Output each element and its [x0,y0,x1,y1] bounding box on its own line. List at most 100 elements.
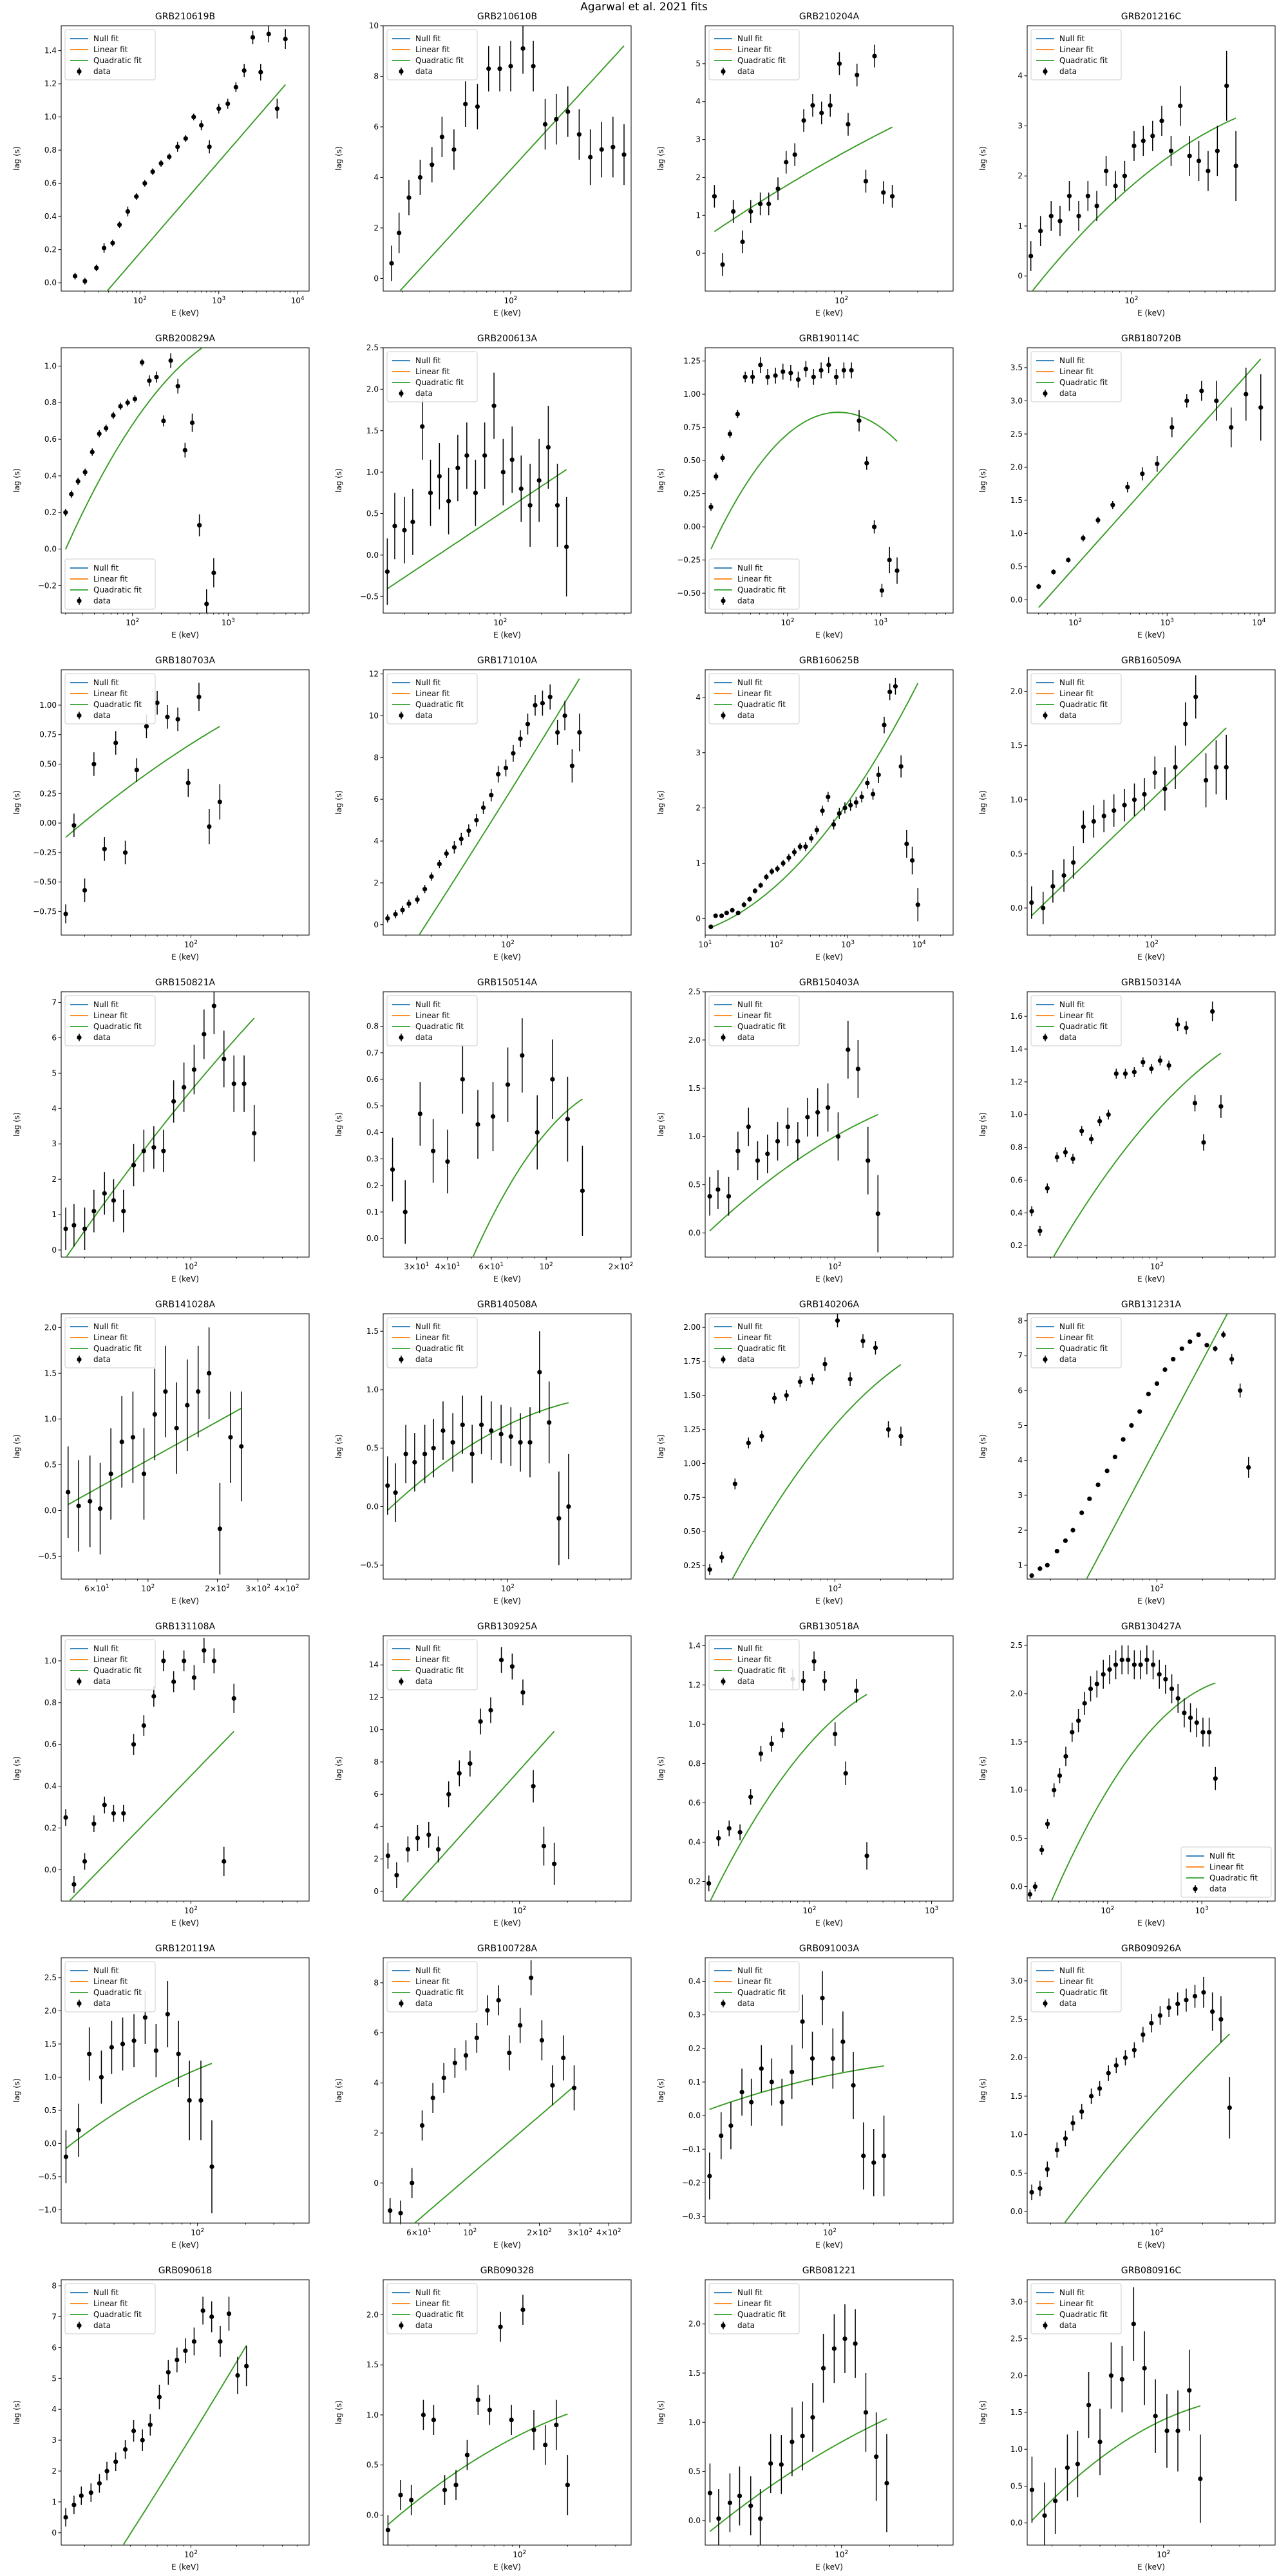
y-axis-label: lag (s) [12,146,21,171]
y-tick-label: 0.0 [366,2510,379,2519]
y-tick-label: 1.00 [683,1459,701,1468]
legend-label: Quadratic fit [415,378,464,387]
x-tick-label: 102 [1150,1584,1164,1593]
y-tick-label: 1.0 [1010,529,1023,538]
data-point [393,911,398,917]
axes-frame [383,991,632,1258]
chart-title: GRB100728A [477,1944,538,1954]
data-point [1224,83,1229,88]
y-tick-label: 1.0 [1010,2130,1023,2139]
y-tick-label: −0.75 [33,907,57,916]
quadratic-fit-line [418,678,580,935]
data-point [1162,1367,1168,1372]
data-point [431,1446,436,1451]
legend-label: Quadratic fit [93,1022,142,1031]
y-tick-label: 1 [1018,222,1023,231]
plot-area [1027,1645,1218,1901]
data-point [63,2515,68,2520]
y-tick-label: 1.5 [688,1084,701,1093]
data-point [1079,1510,1084,1515]
legend: Null fit Linear fit Quadratic fit data [64,29,156,80]
x-tick-label: 102 [501,1584,515,1593]
y-tick-label: 0.0 [44,545,57,554]
legend-label: Null fit [737,34,763,43]
chart-title: GRB090328 [480,2266,535,2276]
data-point [202,1032,207,1037]
axes-frame [61,347,310,614]
legend-swatch [721,1679,726,1684]
chart-panel: GRB130925A 102 0 2 4 6 8 10 12 14 E (keV) lag (s) Nu… [334,1622,632,1927]
x-tick-label: 102 [1150,1262,1164,1271]
data-point [71,823,77,828]
y-tick-label: 1.0 [1010,1786,1023,1795]
data-point [488,1707,493,1713]
data-point [1131,2322,1136,2327]
data-point [142,2015,148,2020]
data-point [1132,1662,1137,1667]
data-point [1175,1696,1180,1701]
data-point [233,84,238,90]
legend-label: Null fit [737,1966,763,1975]
data-point [1029,1209,1034,1214]
data-point [1054,1155,1059,1160]
y-tick-label: 0 [696,249,701,258]
data-point [196,694,202,699]
y-tick-label: 2.0 [1010,2053,1023,2062]
data-point [1137,1409,1142,1414]
data-point [810,2056,815,2061]
data-point [1113,2063,1119,2068]
data-point [719,1555,724,1560]
legend-swatch [77,2323,82,2328]
data-point [1095,1482,1101,1488]
legend-label: data [1059,1355,1077,1364]
data-point [860,1338,866,1343]
plot-area [708,677,920,929]
data-point [457,1770,462,1776]
legend: Null fit Linear fit Quadratic fit data [386,995,478,1046]
data-point [1106,1112,1111,1117]
chart-title: GRB130518A [799,1622,860,1632]
data-point [225,101,231,106]
data-point [402,527,407,533]
legend-label: Linear fit [737,2299,772,2308]
data-point [1086,2402,1092,2408]
data-point [1125,484,1130,489]
data-point [498,2324,503,2329]
data-point [412,1459,417,1465]
data-point [509,1664,515,1669]
y-tick-label: 12 [369,1692,379,1701]
data-point [779,2099,784,2105]
y-tick-label: 0.6 [44,1740,57,1749]
data-point [388,2208,393,2213]
data-point [1149,1066,1154,1072]
x-tick-label: 102 [781,618,795,627]
data-point [714,474,719,479]
plot-area [384,372,569,605]
data-point [151,1694,156,1699]
data-point [400,907,405,913]
data-point [726,1194,732,1199]
data-point [1070,1528,1075,1533]
data-point [464,2452,470,2458]
data-point [1168,148,1174,153]
data-point [482,453,488,458]
data-point [819,110,824,115]
chart-panel: GRB090618 102 0 1 2 3 4 5 6 7 8 E (keV) lag (s) Null … [12,2266,310,2571]
data-point [1218,2016,1224,2022]
legend-swatch [721,2001,726,2006]
linear-fit-line [65,726,220,838]
axes-frame [61,991,310,1258]
y-tick-label: 0.6 [1010,1175,1023,1184]
y-tick-label: 0.3 [366,1155,379,1164]
data-point [430,2096,435,2101]
chart-title: GRB210619B [155,12,215,22]
quadratic-fit-line [387,1402,569,1511]
legend-box [1030,2283,1122,2334]
data-point [217,1526,223,1531]
data-point [758,1751,764,1756]
legend-label: Linear fit [1059,689,1094,698]
legend-box [1180,1846,1272,1898]
data-point [1187,2388,1192,2393]
y-tick-label: 0.25 [683,489,701,498]
